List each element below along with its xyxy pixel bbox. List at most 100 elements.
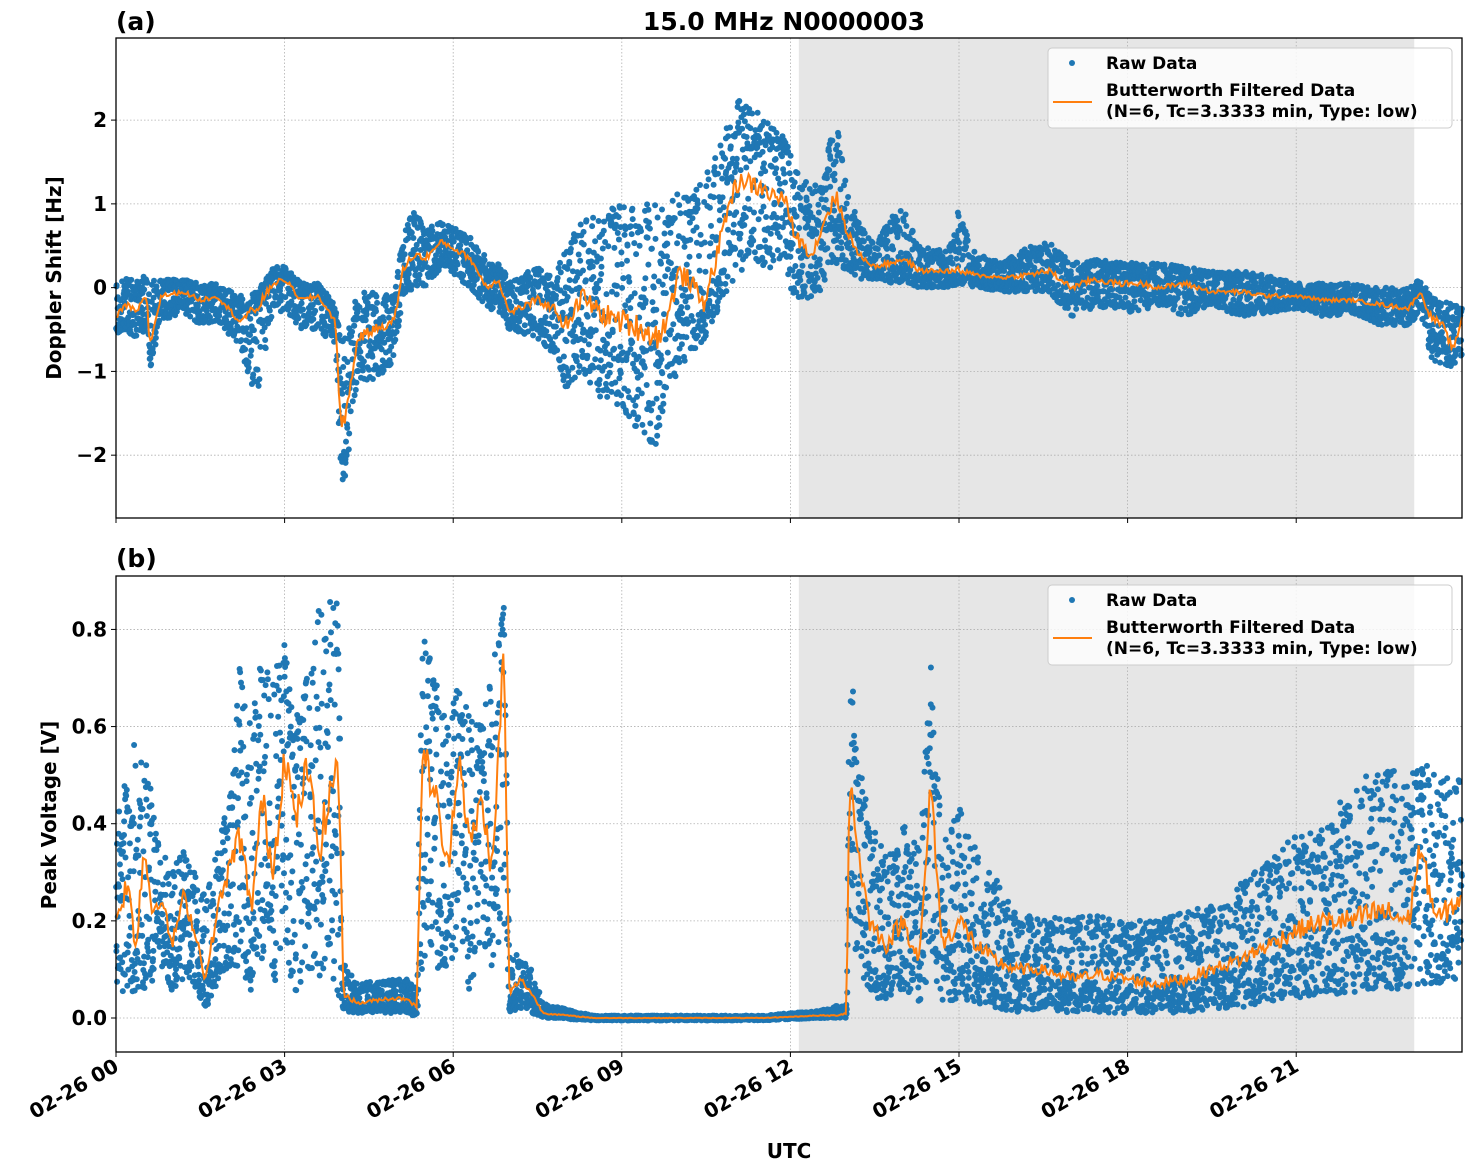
raw-point <box>590 274 597 280</box>
raw-point <box>599 245 606 252</box>
raw-point <box>711 164 718 171</box>
raw-point <box>247 352 254 359</box>
raw-point <box>679 310 686 317</box>
raw-point <box>617 343 624 350</box>
raw-point <box>672 373 679 380</box>
raw-point <box>1122 294 1129 301</box>
raw-point <box>489 304 496 311</box>
raw-point <box>554 347 561 354</box>
raw-point <box>1109 286 1116 293</box>
raw-point <box>861 230 868 237</box>
raw-point <box>676 359 683 366</box>
raw-point <box>656 379 663 386</box>
raw-point <box>1064 305 1071 311</box>
raw-point <box>619 284 626 291</box>
raw-point <box>678 304 685 310</box>
raw-point <box>741 118 748 125</box>
raw-point <box>475 248 482 255</box>
raw-point <box>274 265 281 272</box>
raw-point <box>343 438 349 445</box>
raw-point <box>831 170 838 177</box>
raw-point <box>598 271 605 277</box>
raw-point <box>393 328 400 335</box>
raw-point <box>761 259 768 266</box>
raw-point <box>336 332 343 338</box>
raw-point <box>742 214 749 221</box>
raw-point <box>743 134 750 140</box>
raw-point <box>333 309 340 316</box>
raw-point <box>256 376 263 383</box>
raw-point <box>560 353 567 360</box>
raw-point <box>603 291 610 298</box>
raw-point <box>392 336 399 343</box>
raw-point <box>245 359 252 366</box>
raw-point <box>298 300 305 307</box>
raw-point <box>1344 280 1351 287</box>
raw-point <box>1074 259 1081 266</box>
raw-point <box>851 208 858 215</box>
raw-point <box>360 358 367 365</box>
raw-point <box>803 179 809 185</box>
raw-point <box>553 292 559 299</box>
raw-point <box>647 420 654 427</box>
raw-point <box>796 225 803 231</box>
raw-point <box>151 277 157 284</box>
raw-point <box>715 170 721 177</box>
raw-point <box>622 302 629 309</box>
raw-point <box>660 392 666 399</box>
raw-point <box>148 361 155 368</box>
raw-point <box>1131 298 1138 305</box>
raw-point <box>652 235 659 242</box>
raw-point <box>786 170 793 177</box>
raw-point <box>739 125 746 132</box>
raw-point <box>785 160 792 167</box>
raw-point <box>964 237 971 244</box>
raw-point <box>839 157 846 164</box>
raw-point <box>395 323 402 330</box>
raw-point <box>635 414 642 421</box>
raw-point <box>238 337 245 344</box>
raw-point <box>369 376 376 382</box>
raw-point <box>609 329 616 336</box>
raw-point <box>546 272 553 279</box>
raw-point <box>604 340 610 347</box>
raw-point <box>667 260 674 267</box>
raw-point <box>141 286 148 293</box>
raw-point <box>902 211 909 218</box>
raw-point <box>692 345 699 352</box>
raw-point <box>668 327 675 334</box>
raw-point <box>659 408 666 415</box>
raw-point <box>564 265 571 272</box>
raw-point <box>615 214 622 220</box>
raw-point <box>481 257 488 264</box>
raw-point <box>722 280 729 287</box>
raw-point <box>807 263 814 270</box>
raw-point <box>410 235 417 241</box>
raw-point <box>573 353 580 360</box>
raw-point <box>481 252 488 258</box>
raw-point <box>843 200 850 207</box>
raw-point <box>820 240 827 247</box>
raw-point <box>629 339 636 346</box>
raw-point <box>720 204 727 211</box>
raw-point <box>584 313 591 320</box>
raw-point <box>949 260 956 267</box>
raw-point <box>960 252 967 259</box>
raw-point <box>671 215 678 222</box>
raw-point <box>831 177 838 184</box>
raw-point <box>243 325 250 332</box>
raw-point <box>394 268 401 275</box>
raw-point <box>467 234 474 241</box>
raw-point <box>955 213 962 220</box>
raw-point <box>261 324 268 331</box>
raw-point <box>817 287 824 294</box>
raw-point <box>776 234 783 240</box>
raw-point <box>342 472 349 479</box>
raw-point <box>909 228 916 235</box>
raw-point <box>787 152 794 159</box>
raw-point <box>745 195 752 202</box>
raw-point <box>719 194 726 201</box>
raw-point <box>767 230 774 237</box>
raw-point <box>597 255 604 262</box>
raw-point <box>339 390 346 397</box>
